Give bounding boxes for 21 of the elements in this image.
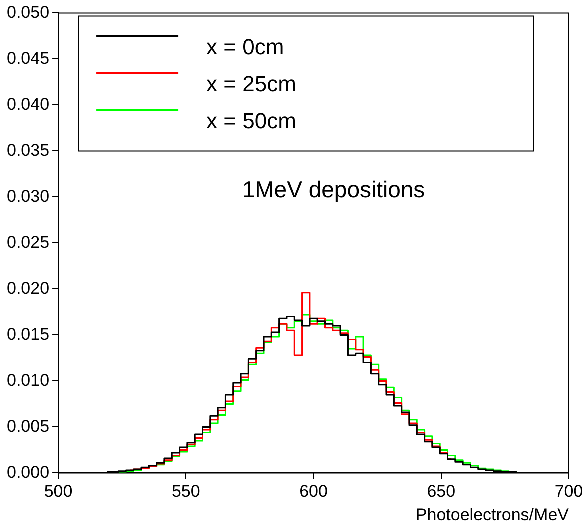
legend-label: x = 25cm	[206, 71, 296, 96]
annotation: 1MeV depositions	[242, 176, 426, 203]
x-tick-label: 550	[172, 482, 200, 502]
y-tick-label: 0.045	[6, 48, 50, 68]
x-tick-label: 650	[427, 482, 456, 502]
y-tick-label: 0.010	[6, 370, 50, 390]
y-tick-label: 0.030	[6, 186, 50, 206]
legend-label: x = 50cm	[206, 108, 296, 134]
x-tick-label: 600	[300, 482, 328, 502]
y-tick-label: 0.015	[6, 324, 50, 344]
x-tick-label: 500	[44, 482, 73, 502]
y-tick-label: 0.020	[6, 278, 50, 298]
x-tick-label: 700	[554, 482, 584, 502]
y-tick-label: 0.035	[6, 140, 50, 160]
y-tick-label: 0.000	[6, 462, 50, 482]
y-tick-label: 0.050	[6, 2, 50, 22]
legend-label: x = 0cm	[206, 34, 284, 60]
y-tick-label: 0.005	[6, 416, 50, 436]
y-tick-label: 0.025	[6, 232, 50, 252]
x-axis-title: Photoelectrons/MeV	[416, 505, 570, 524]
y-tick-label: 0.040	[6, 94, 50, 114]
